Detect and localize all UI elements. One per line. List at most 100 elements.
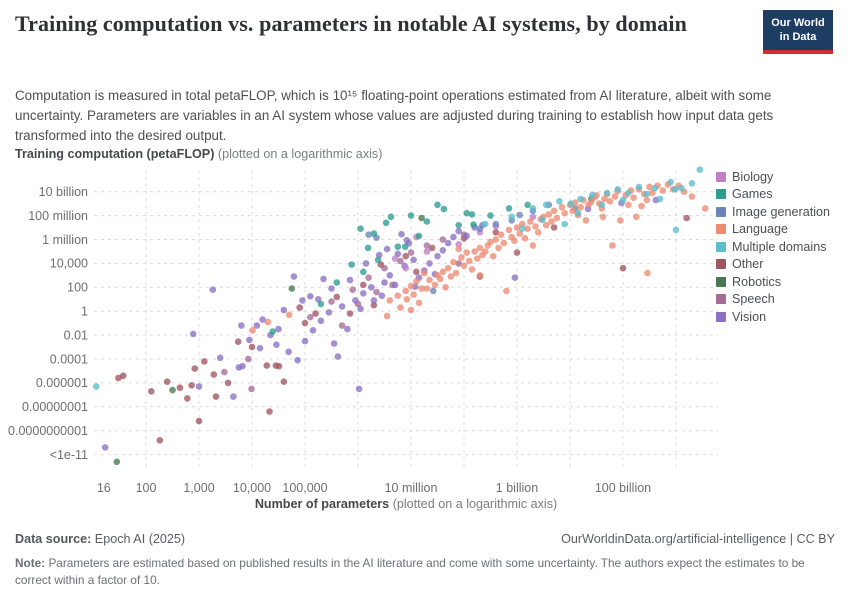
scatter-point[interactable] bbox=[246, 336, 253, 344]
scatter-point[interactable] bbox=[463, 249, 471, 256]
legend-item-games[interactable]: Games bbox=[716, 186, 830, 204]
scatter-point[interactable] bbox=[410, 256, 417, 264]
scatter-point[interactable] bbox=[413, 268, 420, 276]
scatter-point[interactable] bbox=[614, 186, 621, 193]
scatter-point[interactable] bbox=[503, 287, 510, 295]
scatter-point[interactable] bbox=[415, 232, 423, 240]
scatter-point[interactable] bbox=[603, 189, 611, 197]
scatter-point[interactable] bbox=[577, 195, 584, 203]
scatter-point[interactable] bbox=[470, 221, 477, 228]
scatter-point[interactable] bbox=[325, 309, 333, 316]
scatter-point[interactable] bbox=[328, 285, 335, 292]
scatter-point[interactable] bbox=[476, 244, 484, 252]
scatter-point[interactable] bbox=[487, 238, 494, 246]
scatter-point[interactable] bbox=[423, 248, 431, 255]
scatter-point[interactable] bbox=[474, 255, 481, 262]
scatter-point[interactable] bbox=[511, 237, 518, 244]
scatter-point[interactable] bbox=[113, 458, 121, 466]
scatter-point[interactable] bbox=[439, 268, 447, 276]
scatter-point[interactable] bbox=[348, 261, 355, 268]
scatter-point[interactable] bbox=[360, 268, 367, 276]
scatter-point[interactable] bbox=[521, 235, 529, 242]
scatter-point[interactable] bbox=[688, 193, 696, 200]
scatter-point[interactable] bbox=[617, 217, 624, 224]
scatter-point[interactable] bbox=[386, 272, 394, 279]
scatter-point[interactable] bbox=[466, 257, 473, 265]
scatter-point[interactable] bbox=[349, 286, 357, 293]
scatter-point[interactable] bbox=[148, 388, 155, 395]
scatter-point[interactable] bbox=[701, 205, 709, 212]
scatter-point[interactable] bbox=[651, 184, 659, 192]
scatter-point[interactable] bbox=[296, 304, 304, 311]
scatter-point[interactable] bbox=[245, 355, 252, 363]
scatter-point[interactable] bbox=[309, 327, 317, 334]
scatter-point[interactable] bbox=[460, 262, 468, 270]
scatter-point[interactable] bbox=[539, 216, 546, 224]
scatter-point[interactable] bbox=[224, 379, 232, 387]
scatter-point[interactable] bbox=[455, 221, 463, 229]
scatter-point[interactable] bbox=[344, 325, 351, 333]
scatter-point[interactable] bbox=[442, 284, 449, 291]
footer-link[interactable]: OurWorldinData.org/artificial-intelligen… bbox=[561, 532, 835, 546]
scatter-point[interactable] bbox=[487, 212, 494, 219]
scatter-point[interactable] bbox=[430, 287, 437, 295]
scatter-point[interactable] bbox=[598, 201, 606, 209]
scatter-point[interactable] bbox=[357, 225, 364, 232]
scatter-point[interactable] bbox=[519, 225, 526, 232]
scatter-point[interactable] bbox=[452, 269, 460, 277]
scatter-point[interactable] bbox=[381, 264, 388, 272]
scatter-point[interactable] bbox=[569, 207, 576, 215]
scatter-point[interactable] bbox=[368, 284, 375, 291]
legend-item-robotics[interactable]: Robotics bbox=[716, 273, 830, 291]
scatter-point[interactable] bbox=[391, 281, 399, 289]
scatter-point[interactable] bbox=[458, 254, 465, 261]
scatter-point[interactable] bbox=[606, 198, 614, 205]
scatter-point[interactable] bbox=[119, 372, 127, 379]
scatter-point[interactable] bbox=[394, 250, 402, 258]
scatter-point[interactable] bbox=[216, 354, 224, 362]
scatter-point[interactable] bbox=[402, 252, 410, 260]
scatter-point[interactable] bbox=[436, 275, 444, 283]
scatter-point[interactable] bbox=[577, 203, 584, 211]
owid-logo[interactable]: Our World in Data bbox=[763, 10, 833, 54]
scatter-point[interactable] bbox=[402, 287, 410, 295]
scatter-point[interactable] bbox=[373, 288, 380, 296]
scatter-point[interactable] bbox=[542, 201, 550, 209]
scatter-point[interactable] bbox=[259, 316, 266, 323]
scatter-point[interactable] bbox=[492, 229, 500, 236]
scatter-point[interactable] bbox=[381, 279, 388, 286]
scatter-point[interactable] bbox=[439, 247, 447, 254]
scatter-point[interactable] bbox=[317, 317, 325, 325]
scatter-point[interactable] bbox=[418, 285, 425, 292]
legend-item-speech[interactable]: Speech bbox=[716, 291, 830, 309]
legend-item-biology[interactable]: Biology bbox=[716, 168, 830, 186]
scatter-point[interactable] bbox=[249, 327, 256, 334]
scatter-point[interactable] bbox=[553, 214, 561, 222]
scatter-point[interactable] bbox=[334, 353, 342, 360]
scatter-point[interactable] bbox=[280, 378, 288, 385]
scatter-point[interactable] bbox=[625, 189, 632, 197]
scatter-point[interactable] bbox=[402, 264, 410, 272]
legend-item-language[interactable]: Language bbox=[716, 221, 830, 239]
scatter-point[interactable] bbox=[643, 196, 651, 204]
scatter-point[interactable] bbox=[561, 220, 568, 228]
scatter-point[interactable] bbox=[489, 252, 497, 260]
scatter-point[interactable] bbox=[683, 214, 690, 222]
scatter-point[interactable] bbox=[360, 290, 367, 297]
scatter-point[interactable] bbox=[505, 226, 513, 234]
scatter-point[interactable] bbox=[269, 328, 277, 335]
scatter-point[interactable] bbox=[659, 187, 667, 194]
data-source-value[interactable]: Epoch AI (2025) bbox=[94, 532, 186, 546]
scatter-point[interactable] bbox=[397, 257, 404, 265]
scatter-point[interactable] bbox=[352, 297, 359, 304]
scatter-point[interactable] bbox=[524, 201, 531, 209]
scatter-point[interactable] bbox=[421, 269, 428, 277]
scatter-point[interactable] bbox=[688, 180, 696, 187]
scatter-point[interactable] bbox=[370, 230, 378, 237]
scatter-point[interactable] bbox=[423, 242, 431, 249]
scatter-point[interactable] bbox=[169, 386, 176, 394]
scatter-point[interactable] bbox=[556, 198, 563, 205]
scatter-point[interactable] bbox=[413, 278, 420, 285]
scatter-point[interactable] bbox=[550, 224, 558, 231]
scatter-point[interactable] bbox=[330, 340, 338, 347]
